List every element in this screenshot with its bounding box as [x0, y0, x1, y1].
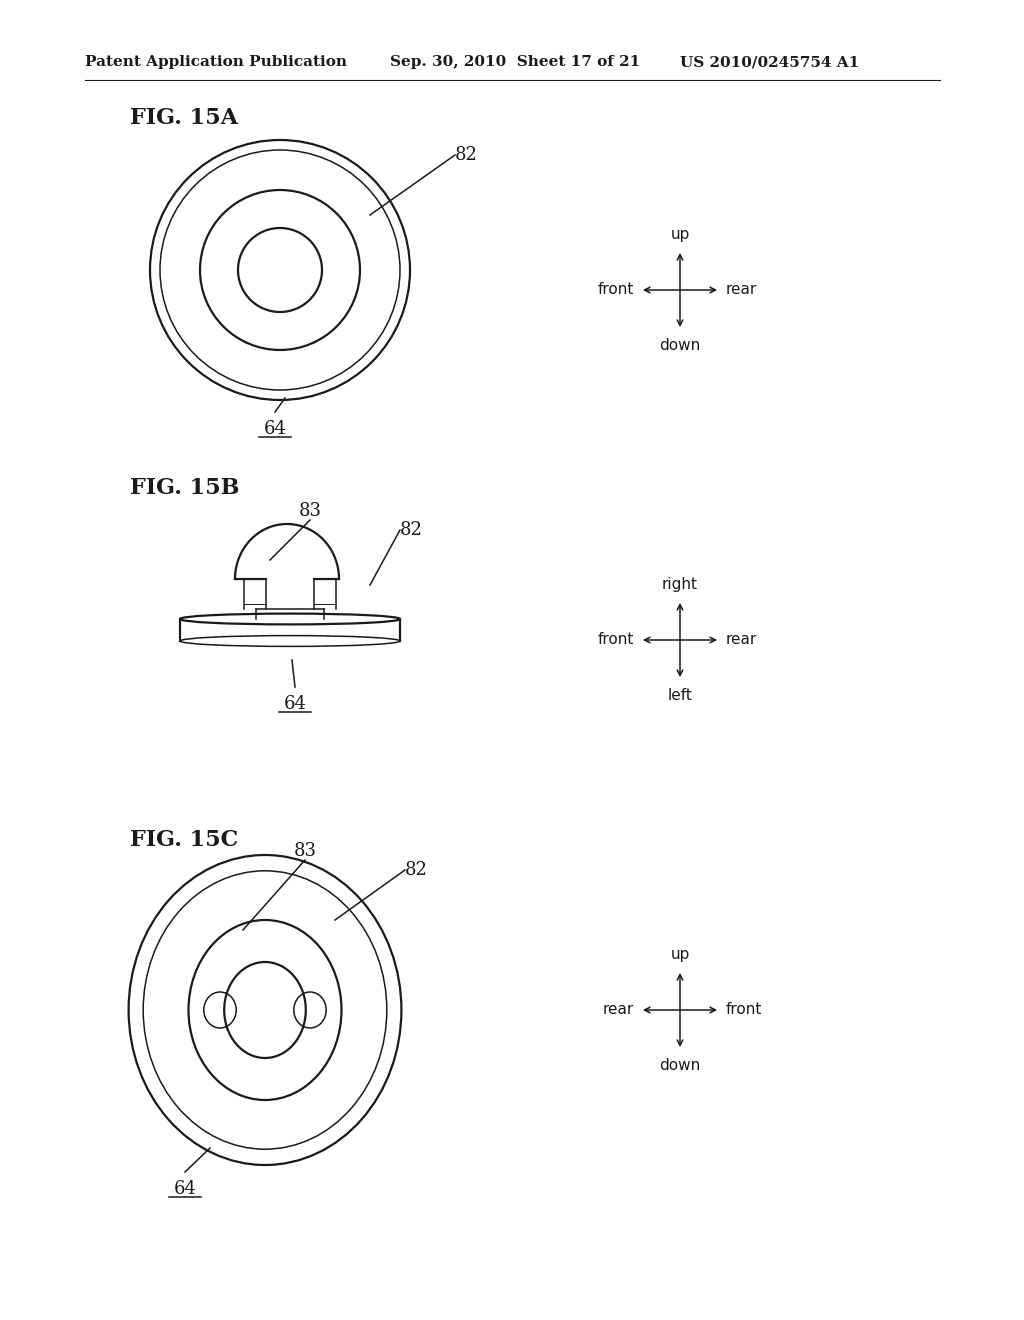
Text: rear: rear [726, 282, 758, 297]
Text: Patent Application Publication: Patent Application Publication [85, 55, 347, 69]
Text: down: down [659, 338, 700, 352]
Text: FIG. 15C: FIG. 15C [130, 829, 239, 851]
Text: Sep. 30, 2010  Sheet 17 of 21: Sep. 30, 2010 Sheet 17 of 21 [390, 55, 640, 69]
Text: 64: 64 [263, 420, 287, 438]
Text: right: right [662, 577, 698, 591]
Text: 64: 64 [173, 1180, 197, 1199]
Text: rear: rear [726, 632, 758, 648]
Text: 82: 82 [455, 147, 478, 164]
Text: FIG. 15A: FIG. 15A [130, 107, 238, 129]
Text: front: front [598, 632, 634, 648]
Text: down: down [659, 1059, 700, 1073]
Text: 83: 83 [299, 502, 322, 520]
Text: 82: 82 [406, 861, 428, 879]
Text: front: front [598, 282, 634, 297]
Text: left: left [668, 688, 692, 704]
Text: up: up [671, 227, 690, 242]
Text: rear: rear [603, 1002, 634, 1018]
Text: up: up [671, 946, 690, 962]
Text: FIG. 15B: FIG. 15B [130, 477, 240, 499]
Text: 83: 83 [294, 842, 316, 861]
Text: US 2010/0245754 A1: US 2010/0245754 A1 [680, 55, 859, 69]
Text: 82: 82 [400, 521, 423, 539]
Text: 64: 64 [284, 696, 306, 713]
Text: front: front [726, 1002, 763, 1018]
